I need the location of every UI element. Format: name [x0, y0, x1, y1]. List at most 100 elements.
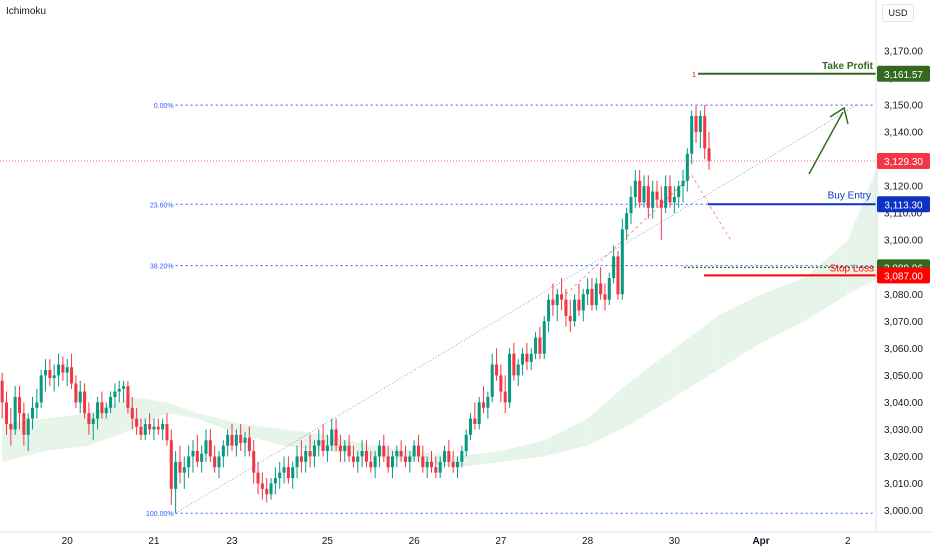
candle-body [555, 294, 559, 306]
stop-loss-label: Stop Loss [830, 263, 874, 274]
price-tick-label: 3,070.00 [884, 317, 923, 328]
cloud-segment [197, 413, 241, 435]
candle-body [321, 440, 325, 452]
candle-body [625, 213, 629, 230]
candle-body [655, 191, 659, 200]
candle-body [538, 337, 542, 354]
candle-body [230, 434, 234, 446]
cloud-segment [587, 380, 631, 446]
candle-body [399, 451, 403, 457]
candle-body [607, 278, 611, 300]
take-profit-label: Take Profit [822, 61, 874, 72]
candle-body [265, 488, 269, 495]
time-tick-label: 21 [148, 536, 160, 547]
candle-body [187, 456, 191, 468]
candle-body [78, 391, 82, 403]
candle-body [442, 451, 447, 462]
candle-body [96, 402, 100, 419]
candle-body [495, 364, 499, 376]
candle-body [57, 364, 61, 376]
candle-body [408, 456, 412, 462]
candle-body [182, 467, 186, 473]
candle-body [451, 461, 455, 468]
candle-body [282, 467, 286, 473]
price-tick-label: 3,140.00 [884, 128, 923, 139]
candle-body [0, 380, 4, 403]
take-profit-marker: 1 [692, 72, 696, 79]
indicator-name: Ichimoku [6, 6, 47, 17]
candle-body [573, 299, 577, 322]
candle-body [503, 391, 507, 403]
buy-entry-label: Buy Entry [828, 190, 871, 201]
candle-body [390, 456, 394, 468]
price-tick-label: 3,110.00 [884, 209, 923, 220]
time-tick-label: 28 [582, 536, 594, 547]
candle-body [200, 453, 204, 462]
candle-body [347, 445, 351, 457]
candle-body [469, 418, 473, 435]
candle-body [334, 429, 338, 446]
price-tick-label: 3,050.00 [884, 371, 923, 382]
candle-body [226, 434, 230, 446]
candle-body [338, 445, 342, 452]
candle-body [100, 402, 104, 414]
candle-body [633, 180, 637, 197]
candle-body [234, 434, 238, 446]
candle-body [464, 434, 468, 452]
price-tick-label: 3,030.00 [884, 425, 923, 436]
candle-body [438, 461, 442, 473]
fib-level-label: 0.00% [154, 103, 174, 110]
cloud-segment [544, 418, 588, 457]
candle-body [508, 353, 512, 403]
price-tick-label: 3,040.00 [884, 398, 923, 409]
currency-button[interactable]: USD [882, 4, 914, 22]
candle-body [330, 429, 334, 446]
candle-body [239, 434, 243, 443]
price-tick-label: 3,080.00 [884, 290, 923, 301]
candle-body [13, 396, 17, 430]
candle-body [217, 456, 221, 468]
candle-body [403, 456, 407, 462]
cloud-segment [88, 396, 133, 446]
cloud-segment [284, 429, 328, 452]
candle-body [70, 367, 74, 384]
candle-body [638, 180, 642, 203]
candle-body [213, 456, 217, 468]
candle-body [685, 153, 689, 181]
current-price-tag [877, 153, 930, 170]
cloud-segment [630, 348, 675, 424]
candle-body [44, 369, 48, 376]
price-tick-label: 3,000.00 [884, 506, 923, 517]
candle-body [373, 456, 377, 468]
candle-body [703, 115, 707, 149]
candle-body [191, 451, 195, 457]
candle-body [369, 461, 373, 468]
candle-body [395, 451, 399, 457]
price-tick-label: 3,010.00 [884, 479, 923, 490]
candle-body [22, 413, 26, 435]
candle-body [4, 402, 9, 424]
candle-body [664, 186, 668, 208]
candle-body [351, 456, 355, 462]
candle-body [477, 402, 481, 424]
candle-body [564, 299, 568, 316]
price-tick-label: 3,170.00 [884, 47, 923, 58]
candle-body [651, 191, 655, 208]
candle-body [204, 440, 208, 454]
candle-body [416, 445, 421, 457]
candle-body [473, 418, 477, 424]
candle-body [529, 353, 533, 362]
candle-body [126, 386, 130, 408]
candle-body [490, 364, 494, 397]
candle-body [83, 391, 87, 414]
cloud-segment [240, 424, 285, 446]
candle-body [117, 388, 121, 392]
candle-body [577, 299, 581, 311]
candle-body [52, 375, 56, 379]
candle-body [694, 115, 698, 133]
price-tick-label: 3,060.00 [884, 344, 923, 355]
time-tick-label: 26 [409, 536, 421, 547]
candle-body [252, 451, 256, 473]
candle-body [677, 186, 681, 197]
